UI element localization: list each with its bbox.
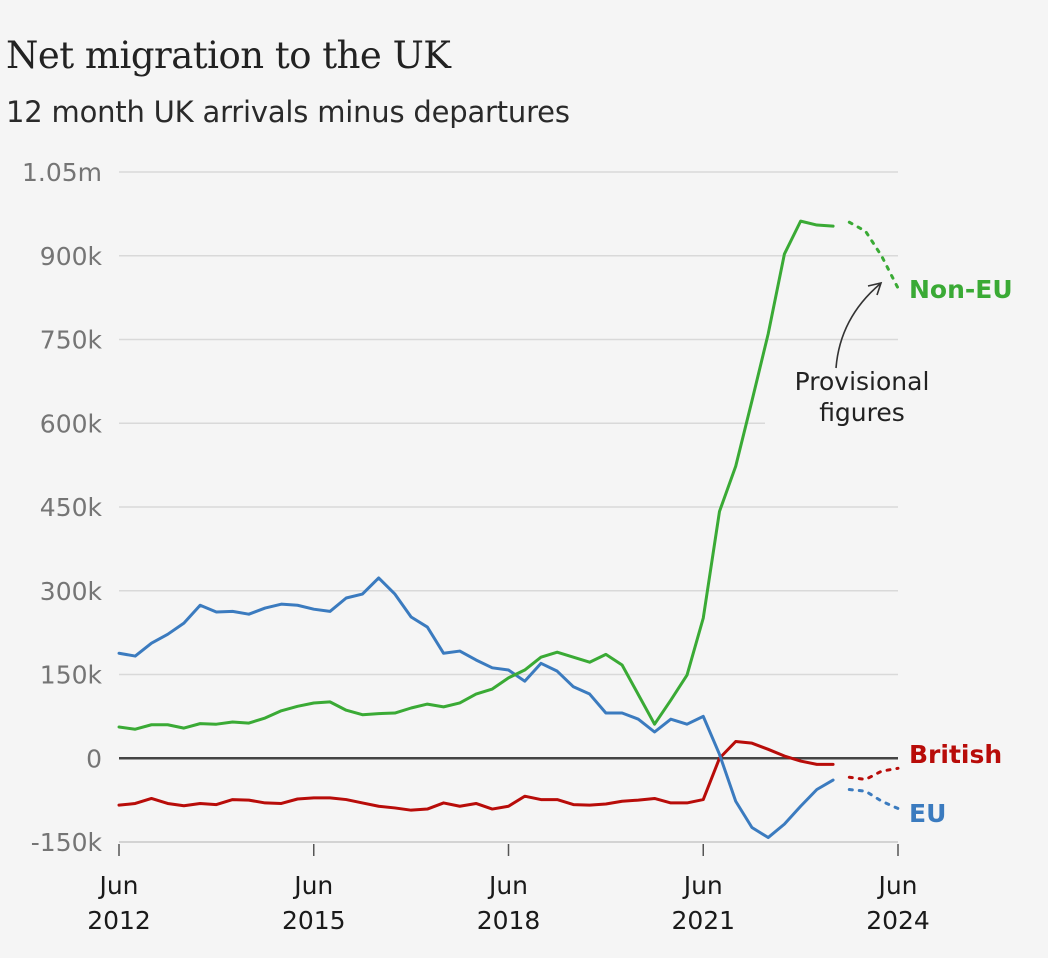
series-line-british <box>117 740 835 812</box>
series-line-eu <box>117 576 835 840</box>
y-tick-label: 1.05m <box>22 158 102 187</box>
x-tick-label-year: 2015 <box>282 906 346 935</box>
x-tick-label-year: 2024 <box>866 906 930 935</box>
annotation-arrow <box>835 283 881 369</box>
y-tick-label: -150k <box>31 828 103 857</box>
series-label-british: British <box>909 740 1002 769</box>
x-tick-label-month: Jun <box>487 871 528 900</box>
series-label-eu: EU <box>909 799 946 828</box>
x-tick-label-month: Jun <box>876 871 917 900</box>
y-tick-label: 600k <box>40 409 103 438</box>
y-axis-ticks: 1.05m 900k 750k 600k 450k 300k 150k 0 -150k <box>22 158 103 857</box>
provisional-line-british <box>847 766 900 782</box>
y-tick-label: 750k <box>40 326 103 355</box>
series-label-non-eu: Non-EU <box>909 275 1013 304</box>
chart-subtitle: 12 month UK arrivals minus departures <box>6 95 570 129</box>
series-lines <box>117 219 900 840</box>
series-line-non-eu <box>117 219 835 731</box>
x-tick-label-month: Jun <box>97 871 138 900</box>
x-tick-label-year: 2021 <box>671 906 735 935</box>
x-tick-label-month: Jun <box>682 871 723 900</box>
x-tick-label-month: Jun <box>292 871 333 900</box>
x-tick-label-year: 2012 <box>87 906 151 935</box>
y-tick-label: 300k <box>40 577 103 606</box>
y-tick-label: 450k <box>40 493 103 522</box>
provisional-line-eu <box>847 788 900 810</box>
y-tick-label: 900k <box>40 242 103 271</box>
x-axis: Jun 2012 Jun 2015 Jun 2018 Jun 2021 Jun 2024 <box>87 841 930 935</box>
chart-title: Net migration to the UK <box>6 34 451 77</box>
annotation-line1: Provisional <box>795 367 930 396</box>
series-labels: Non-EU British EU <box>909 275 1013 828</box>
provisional-line-non-eu <box>847 220 900 290</box>
x-tick-label-year: 2018 <box>477 906 541 935</box>
y-tick-label: 150k <box>40 661 103 690</box>
y-tick-label: 0 <box>86 744 102 773</box>
annotation: Provisional figures <box>795 281 930 427</box>
gridlines <box>119 171 898 676</box>
annotation-line2: figures <box>819 398 905 427</box>
annotation-arrowhead <box>867 281 883 296</box>
